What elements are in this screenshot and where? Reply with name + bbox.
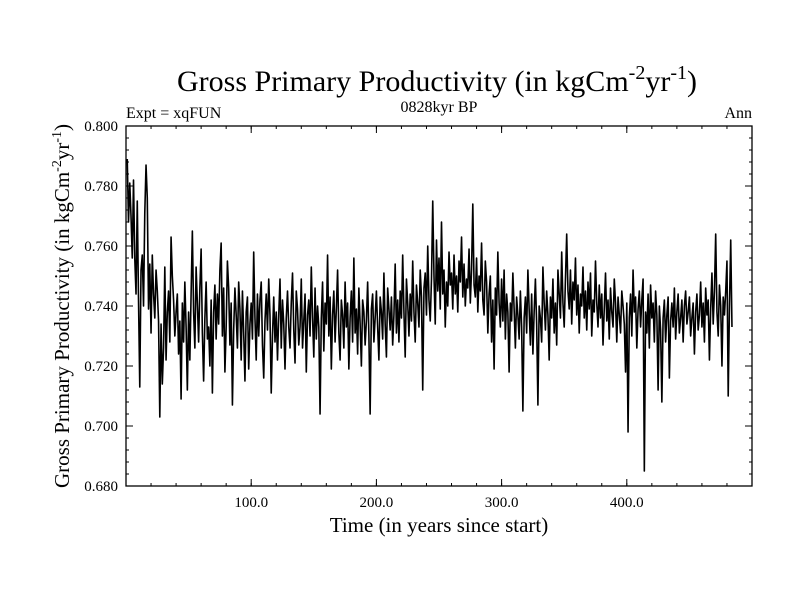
x-tick-label: 400.0 [610, 495, 644, 511]
x-tick-labels: 100.0 200.0 300.0 400.0 [234, 495, 643, 511]
y-tick-label: 0.760 [84, 239, 118, 255]
subtitle-center: 0828kyr BP [401, 99, 478, 116]
y-tick-label: 0.700 [84, 419, 118, 435]
subtitle-left: Expt = xqFUN [126, 105, 222, 122]
y-tick-labels: 0.680 0.700 0.720 0.740 0.760 0.780 0.800 [84, 119, 118, 495]
x-axis-label: Time (in years since start) [330, 513, 549, 537]
subtitle-right: Ann [724, 105, 752, 122]
x-tick-label: 100.0 [234, 495, 268, 511]
y-tick-label: 0.780 [84, 179, 118, 195]
y-tick-label: 0.800 [84, 119, 118, 135]
series-line-gpp [126, 158, 733, 472]
y-tick-label: 0.720 [84, 359, 118, 375]
chart-title: Gross Primary Productivity (in kgCm-2yr-… [177, 62, 697, 98]
y-tick-label: 0.740 [84, 299, 118, 315]
y-axis-label: Gross Primary Productivity (in kgCm-2yr-… [50, 124, 74, 488]
y-tick-label: 0.680 [84, 479, 118, 495]
axis-ticks [125, 125, 753, 487]
plot-frame [125, 125, 753, 487]
x-tick-label: 200.0 [360, 495, 394, 511]
x-tick-label: 300.0 [485, 495, 519, 511]
